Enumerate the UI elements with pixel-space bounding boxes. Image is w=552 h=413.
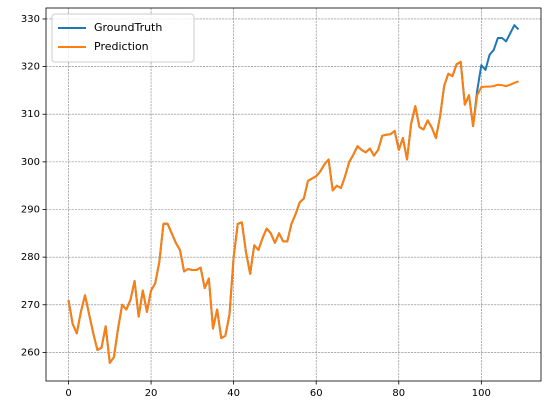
legend-label: GroundTruth bbox=[94, 21, 162, 34]
y-tick-label: 290 bbox=[21, 205, 40, 216]
y-tick-label: 320 bbox=[21, 62, 40, 73]
x-tick-label: 0 bbox=[65, 388, 71, 399]
y-tick-label: 270 bbox=[21, 300, 40, 311]
x-tick-label: 80 bbox=[392, 388, 405, 399]
legend-label: Prediction bbox=[94, 40, 149, 53]
legend: GroundTruth Prediction bbox=[51, 13, 195, 63]
x-tick-label: 60 bbox=[310, 388, 323, 399]
y-tick-label: 280 bbox=[21, 252, 40, 263]
x-tick-label: 100 bbox=[472, 388, 491, 399]
legend-box bbox=[51, 13, 195, 63]
series-line bbox=[67, 60, 519, 364]
y-tick-label: 300 bbox=[21, 157, 40, 168]
y-tick-label: 260 bbox=[21, 347, 40, 358]
plot-area bbox=[46, 8, 541, 381]
plot-frame bbox=[45, 7, 542, 382]
y-tick-label: 330 bbox=[21, 14, 40, 25]
y-tick-label: 310 bbox=[21, 109, 40, 120]
x-tick-label: 20 bbox=[145, 388, 158, 399]
x-tick-label: 40 bbox=[227, 388, 240, 399]
